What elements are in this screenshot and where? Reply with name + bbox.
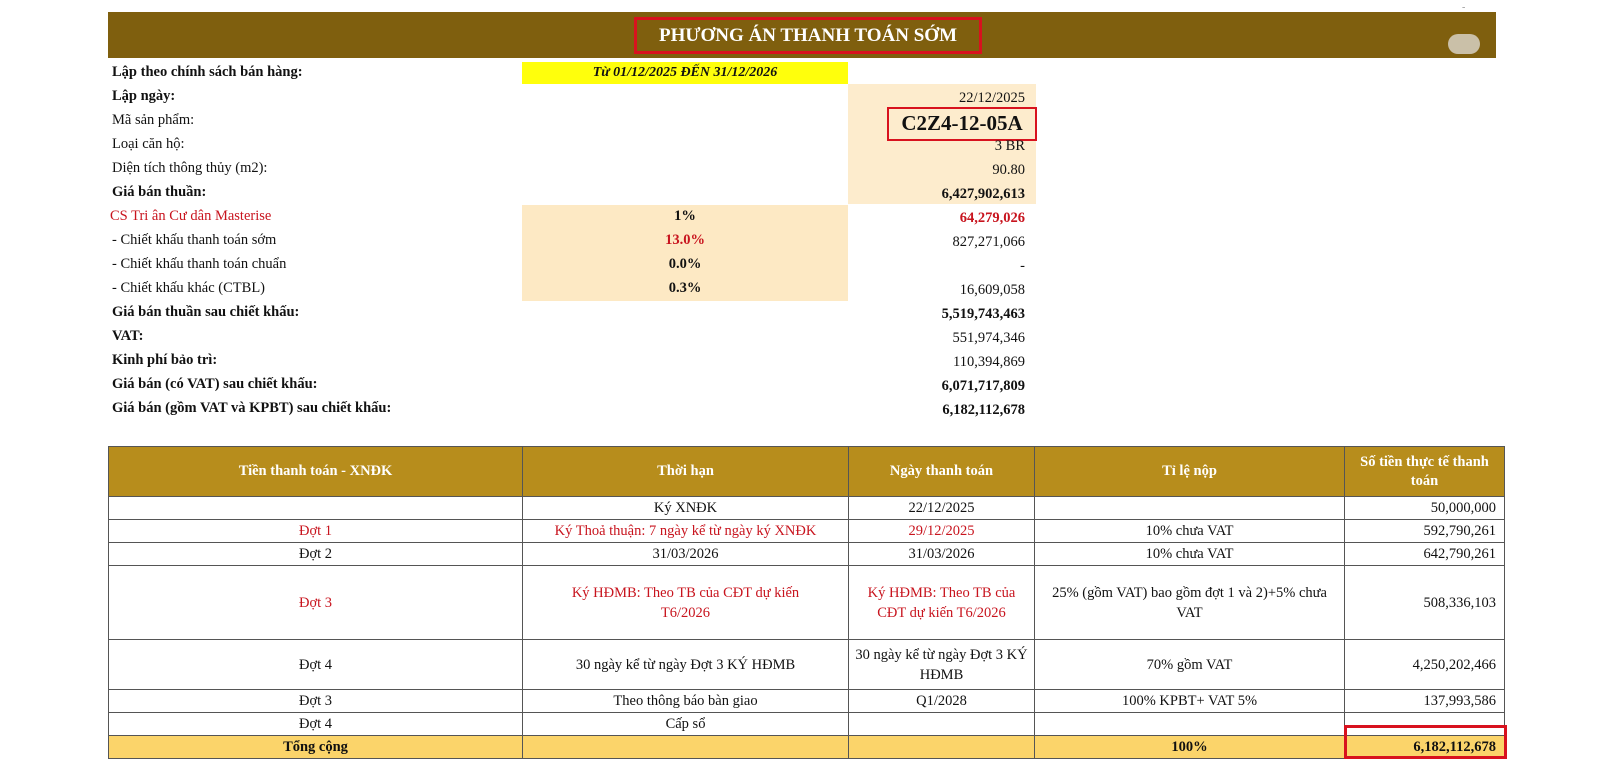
column-header: Ngày thanh toán (848, 446, 1035, 497)
total-price-value: 6,182,112,678 (942, 402, 1025, 418)
table-cell: Cấp sổ (522, 712, 849, 736)
cs-pct: 1% (674, 208, 696, 224)
table-cell: Đợt 3 (108, 689, 523, 713)
table-row: Đợt 2 31/03/2026 31/03/2026 10% chưa VAT… (108, 542, 1505, 566)
table-cell: Ký XNĐK (522, 496, 849, 520)
cs-value: 64,279,026 (959, 210, 1025, 226)
table-cell (1344, 712, 1505, 736)
total-price-label: Giá bán (gồm VAT và KPBT) sau chiết khấu… (112, 400, 392, 416)
area-label: Diện tích thông thủy (m2): (112, 160, 268, 176)
table-cell: Đợt 1 (108, 519, 523, 543)
maint-label: Kinh phí bảo trì: (112, 352, 218, 368)
other-value: 16,609,058 (959, 282, 1025, 298)
table-row: Đợt 4 30 ngày kể từ ngày Đợt 3 KÝ HĐMB 3… (108, 639, 1505, 690)
early-label: - Chiết khấu thanh toán sớm (112, 232, 277, 248)
table-cell: Đợt 4 (108, 639, 523, 690)
other-label: - Chiết khấu khác (CTBL) (112, 280, 266, 296)
net-price-value: 6,427,902,613 (941, 186, 1025, 202)
policy-label: Lập theo chính sách bán hàng: (112, 64, 303, 80)
maint-value: 110,394,869 (953, 354, 1025, 370)
standard-pct: 0.0% (668, 256, 702, 272)
table-cell: Ký HĐMB: Theo TB của CĐT dự kiến T6/2026 (848, 565, 1035, 640)
column-header: Tỉ lệ nộp (1034, 446, 1345, 497)
type-label: Loại căn hộ: (112, 136, 185, 152)
table-cell (522, 735, 849, 759)
vat-value: 551,974,346 (952, 330, 1026, 346)
table-cell: Q1/2028 (848, 689, 1035, 713)
table-row: Đợt 1 Ký Thoả thuận: 7 ngày kể từ ngày k… (108, 519, 1505, 543)
type-value: 3 BR (994, 138, 1025, 154)
payment-schedule-table: Tiền thanh toán - XNĐK Thời hạn Ngày tha… (108, 446, 1505, 759)
after-disc-value: 5,519,743,463 (941, 306, 1025, 322)
policy-highlight (522, 62, 848, 84)
table-header-row: Tiền thanh toán - XNĐK Thời hạn Ngày tha… (108, 446, 1505, 497)
value-highlight (848, 84, 1036, 204)
with-vat-label: Giá bán (có VAT) sau chiết khấu: (112, 376, 318, 392)
table-cell: 10% chưa VAT (1034, 542, 1345, 566)
code-label: Mã sản phẩm: (112, 112, 195, 128)
column-header: Thời hạn (522, 446, 849, 497)
table-cell (848, 712, 1035, 736)
table-cell: 137,993,586 (1344, 689, 1505, 713)
total-percent: 100% (1034, 735, 1345, 759)
corner-mark: - (1462, 2, 1466, 13)
table-cell: Đợt 2 (108, 542, 523, 566)
table-cell: 100% KPBT+ VAT 5% (1034, 689, 1345, 713)
table-cell: 22/12/2025 (848, 496, 1035, 520)
product-code: C2Z4-12-05A (887, 107, 1037, 141)
early-value: 827,271,066 (952, 234, 1026, 250)
table-cell: Đợt 4 (108, 712, 523, 736)
table-cell: 4,250,202,466 (1344, 639, 1505, 690)
net-price-label: Giá bán thuần: (112, 184, 207, 200)
other-pct: 0.3% (668, 280, 702, 296)
table-cell (1034, 496, 1345, 520)
table-cell: 642,790,261 (1344, 542, 1505, 566)
logo-icon (1448, 34, 1480, 54)
page-title: PHƯƠNG ÁN THANH TOÁN SỚM (640, 22, 976, 49)
total-highlight-box (1344, 725, 1507, 759)
column-header: Số tiền thực tế thanh toán (1344, 446, 1505, 497)
table-total-row: Tổng cộng 100% 6,182,112,678 (108, 735, 1505, 759)
table-cell: Ký Thoả thuận: 7 ngày kể từ ngày ký XNĐK (522, 519, 849, 543)
table-cell: 50,000,000 (1344, 496, 1505, 520)
table-cell: 10% chưa VAT (1034, 519, 1345, 543)
table-cell: 30 ngày kể từ ngày Đợt 3 KÝ HĐMB (522, 639, 849, 690)
table-row: Đợt 3 Theo thông báo bàn giao Q1/2028 10… (108, 689, 1505, 713)
table-cell: 29/12/2025 (848, 519, 1035, 543)
table-row: Đợt 3 Ký HĐMB: Theo TB của CĐT dự kiến T… (108, 565, 1505, 640)
table-row: Đợt 4 Cấp sổ (108, 712, 1505, 736)
table-cell (848, 735, 1035, 759)
table-cell: 25% (gồm VAT) bao gồm đợt 1 và 2)+5% chư… (1034, 565, 1345, 640)
table-cell: Theo thông báo bàn giao (522, 689, 849, 713)
vat-label: VAT: (112, 328, 144, 344)
table-cell (108, 496, 523, 520)
table-cell: 31/03/2026 (522, 542, 849, 566)
total-label: Tổng cộng (108, 735, 523, 759)
early-pct: 13.0% (665, 232, 705, 248)
area-value: 90.80 (992, 162, 1025, 178)
table-cell: Đợt 3 (108, 565, 523, 640)
table-cell: 70% gồm VAT (1034, 639, 1345, 690)
date-value: 22/12/2025 (958, 90, 1025, 106)
table-cell: 508,336,103 (1344, 565, 1505, 640)
policy-value: Từ 01/12/2025 ĐẾN 31/12/2026 (592, 65, 778, 80)
total-amount: 6,182,112,678 (1344, 735, 1505, 759)
column-header: Tiền thanh toán - XNĐK (108, 446, 523, 497)
table-cell (1034, 712, 1345, 736)
date-label: Lập ngày: (112, 88, 176, 104)
cs-label: CS Tri ân Cư dân Masterise (110, 208, 272, 224)
table-row: Ký XNĐK 22/12/2025 50,000,000 (108, 496, 1505, 520)
title-highlight-box (634, 17, 982, 54)
standard-value: - (1020, 258, 1025, 274)
table-cell: 30 ngày kể từ ngày Đợt 3 KÝ HĐMB (848, 639, 1035, 690)
after-disc-label: Giá bán thuần sau chiết khấu: (112, 304, 300, 320)
table-cell: 592,790,261 (1344, 519, 1505, 543)
table-cell: 31/03/2026 (848, 542, 1035, 566)
standard-label: - Chiết khấu thanh toán chuẩn (112, 256, 287, 272)
table-cell: Ký HĐMB: Theo TB của CĐT dự kiến T6/2026 (522, 565, 849, 640)
with-vat-value: 6,071,717,809 (941, 378, 1025, 394)
discount-highlight (522, 205, 848, 301)
